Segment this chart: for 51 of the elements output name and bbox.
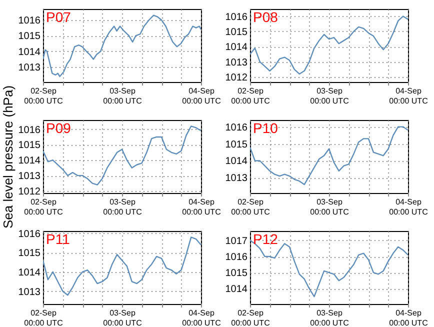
y-tick-label: 1012 [225, 72, 248, 84]
y-tick-label: 1016 [18, 124, 41, 136]
y-tick-label: 1013 [18, 286, 41, 298]
x-tick-label: 03-Sep 00:00 UTC [103, 198, 142, 216]
x-tick-label: 03-Sep 00:00 UTC [310, 308, 350, 327]
chart-title: P11 [46, 231, 70, 247]
chart-title: P09 [46, 120, 72, 136]
y-tick-label: 1012 [18, 186, 41, 198]
y-tick-label: 1014 [18, 267, 41, 278]
chart-title: P07 [46, 9, 72, 25]
x-tick-label: 04-Sep 00:00 UTC [182, 198, 222, 216]
y-tick-label: 1013 [225, 57, 248, 68]
y-tick-label: 1014 [18, 156, 41, 167]
y-tick-label: 1016 [225, 252, 248, 264]
y-tick-label: 1015 [18, 140, 41, 152]
x-tick-label: 04-Sep 00:00 UTC [389, 86, 428, 106]
x-tick-label: 03-Sep 00:00 UTC [103, 308, 142, 327]
y-tick-label: 1014 [225, 42, 248, 54]
chart-title: P08 [253, 9, 278, 25]
x-tick-label: 02-Sep 00:00 UTC [231, 308, 270, 327]
x-tick-label: 04-Sep 00:00 UTC [182, 308, 222, 327]
y-tick-label: 1013 [225, 173, 248, 184]
y-tick-label: 1014 [18, 46, 41, 58]
y-tick-label: 1016 [18, 228, 41, 240]
y-axis-title: Sea level pressure (hPa) [0, 85, 16, 229]
x-tick-label: 04-Sep 00:00 UTC [389, 198, 428, 216]
y-tick-label: 1014 [225, 284, 248, 296]
y-tick-label: 1017 [225, 236, 248, 247]
x-tick-label: 02-Sep 00:00 UTC [24, 198, 64, 216]
chart-title: P10 [253, 120, 278, 136]
x-tick-label: 03-Sep 00:00 UTC [310, 198, 350, 216]
y-tick-label: 1013 [18, 62, 41, 74]
y-tick-label: 1014 [225, 156, 248, 168]
x-tick-label: 03-Sep 00:00 UTC [310, 86, 350, 106]
x-tick-label: 04-Sep 00:00 UTC [182, 86, 222, 106]
y-tick-label: 1015 [225, 26, 248, 38]
y-tick-label: 1016 [18, 15, 41, 26]
x-tick-label: 04-Sep 00:00 UTC [389, 308, 428, 327]
y-tick-label: 1016 [225, 12, 248, 23]
y-tick-label: 1015 [18, 31, 41, 42]
x-tick-label: 02-Sep 00:00 UTC [24, 308, 64, 327]
x-tick-label: 02-Sep 00:00 UTC [231, 198, 270, 216]
chart-title: P12 [253, 231, 278, 247]
x-tick-label: 02-Sep 00:00 UTC [24, 86, 64, 106]
y-tick-label: 1015 [18, 248, 41, 260]
x-tick-label: 02-Sep 00:00 UTC [231, 86, 270, 106]
y-tick-label: 1015 [225, 268, 248, 280]
x-tick-label: 03-Sep 00:00 UTC [103, 86, 142, 106]
y-tick-label: 1016 [225, 122, 248, 134]
y-tick-label: 1013 [18, 171, 41, 182]
y-tick-label: 1015 [225, 139, 248, 150]
